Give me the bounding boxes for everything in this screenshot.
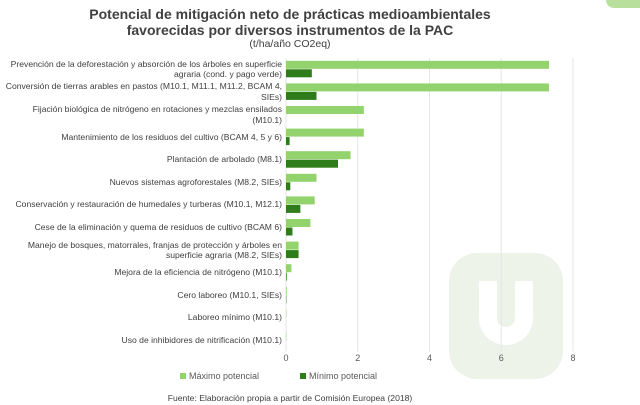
category-label: Manejo de bosques, matorrales, franjas d… bbox=[27, 239, 282, 261]
bar-min-potential bbox=[286, 69, 312, 78]
bar-max-potential bbox=[286, 83, 549, 92]
bar-max-potential bbox=[286, 173, 317, 182]
bar-min-potential bbox=[286, 91, 317, 100]
category-label: Conversión de tierras arables en pastos … bbox=[5, 81, 282, 102]
bar-max-potential bbox=[286, 196, 315, 205]
x-tick-label: 0 bbox=[283, 353, 289, 363]
bar-max-potential bbox=[286, 264, 292, 273]
legend-swatch-min bbox=[300, 373, 306, 379]
bar-min-potential bbox=[286, 250, 299, 259]
bar-min-potential bbox=[286, 137, 290, 146]
bar-max-potential bbox=[286, 286, 287, 295]
bar-max-potential bbox=[286, 151, 351, 160]
bar-min-potential bbox=[286, 182, 291, 191]
category-label: Nuevos sistemas agroforestales (M8.2, SI… bbox=[109, 176, 282, 187]
bar-min-potential bbox=[286, 159, 339, 168]
category-label: Laboreo mínimo (M10.1) bbox=[187, 312, 282, 323]
bar-min-potential bbox=[286, 204, 301, 213]
category-label: Conservación y restauración de humedales… bbox=[15, 199, 282, 210]
legend-label-max: Máximo potencial bbox=[189, 371, 260, 381]
bar-min-potential bbox=[286, 227, 293, 236]
chart-subtitle: (t/ha/año CO2eq) bbox=[249, 38, 331, 50]
watermark-logo bbox=[449, 253, 563, 379]
category-label: Cese de la eliminación y quema de residu… bbox=[34, 222, 282, 232]
bar-min-potential bbox=[286, 272, 287, 281]
category-label: Fijación biológica de nitrógeno en rotac… bbox=[32, 104, 282, 125]
category-label: Cero laboreo (M10.1, SIEs) bbox=[177, 289, 282, 300]
bar-max-potential bbox=[286, 60, 549, 69]
category-label: Uso de inhibidores de nitrificación (M10… bbox=[121, 335, 283, 345]
x-tick-label: 8 bbox=[570, 353, 576, 363]
corner-decoration bbox=[606, 0, 640, 8]
bar-max-potential bbox=[286, 219, 311, 227]
bar-max-potential bbox=[286, 241, 299, 250]
chart-title: Potencial de mitigación neto de práctica… bbox=[89, 6, 491, 38]
category-label: Plantación de arbolado (M8.1) bbox=[166, 154, 282, 165]
x-tick-label: 4 bbox=[426, 353, 432, 363]
legend-item-min: Mínimo potencial bbox=[300, 371, 377, 381]
category-label: Mejora de la eficiencia de nitrógeno (M1… bbox=[114, 267, 282, 278]
source-note: Fuente: Elaboración propia a partir de C… bbox=[167, 393, 413, 403]
category-label: Prevención de la deforestación y absorci… bbox=[10, 58, 282, 80]
bar-max-potential bbox=[286, 128, 364, 137]
x-tick-label: 6 bbox=[498, 353, 504, 363]
bar-max-potential bbox=[286, 106, 364, 114]
legend-item-max: Máximo potencial bbox=[180, 371, 259, 381]
legend-label-min: Mínimo potencial bbox=[309, 371, 378, 381]
legend-swatch-max bbox=[180, 373, 186, 379]
category-label: Mantenimiento de los residuos del cultiv… bbox=[61, 131, 282, 142]
x-tick-label: 2 bbox=[355, 353, 361, 363]
